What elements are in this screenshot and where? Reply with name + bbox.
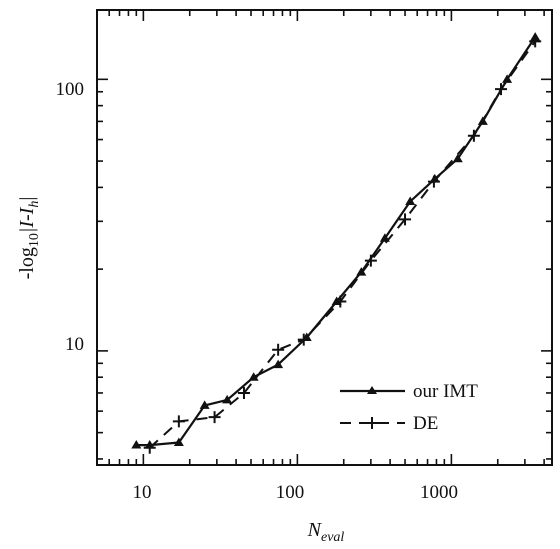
- y-axis-title-body-sub: h: [27, 201, 42, 208]
- data-point-our-imt-0: [131, 440, 142, 449]
- y-axis-title-body: |I-I: [16, 206, 38, 233]
- x-axis-title: Neval: [307, 519, 345, 545]
- data-point-de-7: [364, 254, 377, 267]
- data-point-de-6: [334, 295, 347, 308]
- data-point-de-1: [172, 415, 185, 428]
- plot-frame: [96, 9, 553, 466]
- minor-ticks: [96, 10, 552, 465]
- data-point-de-4: [272, 343, 285, 356]
- series-layer: [131, 32, 542, 454]
- data-point-de-12: [529, 35, 542, 48]
- legend-marker-imt: [367, 386, 377, 394]
- data-point-our-imt-11: [405, 196, 416, 205]
- x-tick-label-100: 100: [276, 482, 305, 503]
- x-axis-title-main: N: [307, 519, 323, 541]
- data-point-de-8: [399, 213, 412, 226]
- data-point-our-imt-3: [199, 400, 210, 409]
- y-axis-title-prefix: -log: [16, 247, 38, 279]
- x-axis-title-sub: eval: [321, 530, 344, 545]
- legend-label-de: DE: [413, 413, 438, 434]
- data-point-our-imt-13: [452, 153, 463, 163]
- data-point-our-imt-15: [502, 74, 513, 83]
- legend: our IMT DE: [340, 381, 478, 434]
- y-tick-label-10: 10: [65, 334, 84, 355]
- data-point-de-3: [237, 386, 250, 399]
- x-tick-label-10: 10: [133, 482, 152, 503]
- data-point-our-imt-5: [248, 372, 259, 381]
- data-point-de-0: [143, 441, 156, 454]
- legend-marker-de: [366, 417, 378, 429]
- data-point-de-2: [208, 411, 221, 424]
- y-axis-title-base: 10: [27, 233, 42, 247]
- y-axis-title: -log10|I-Ih|: [16, 197, 42, 280]
- y-tick-label-100: 100: [56, 79, 85, 100]
- data-point-de-10: [467, 129, 480, 142]
- data-point-de-9: [427, 175, 440, 188]
- data-point-de-11: [495, 83, 508, 96]
- x-tick-label-1000: 1000: [420, 482, 458, 503]
- data-point-our-imt-4: [222, 394, 233, 404]
- legend-label-imt: our IMT: [413, 381, 478, 402]
- major-ticks: [97, 10, 552, 465]
- data-point-our-imt-9: [356, 267, 367, 276]
- data-point-our-imt-6: [273, 359, 284, 369]
- data-point-our-imt-2: [173, 437, 184, 446]
- y-axis-title-end: |: [16, 197, 38, 201]
- data-point-de-5: [297, 333, 310, 346]
